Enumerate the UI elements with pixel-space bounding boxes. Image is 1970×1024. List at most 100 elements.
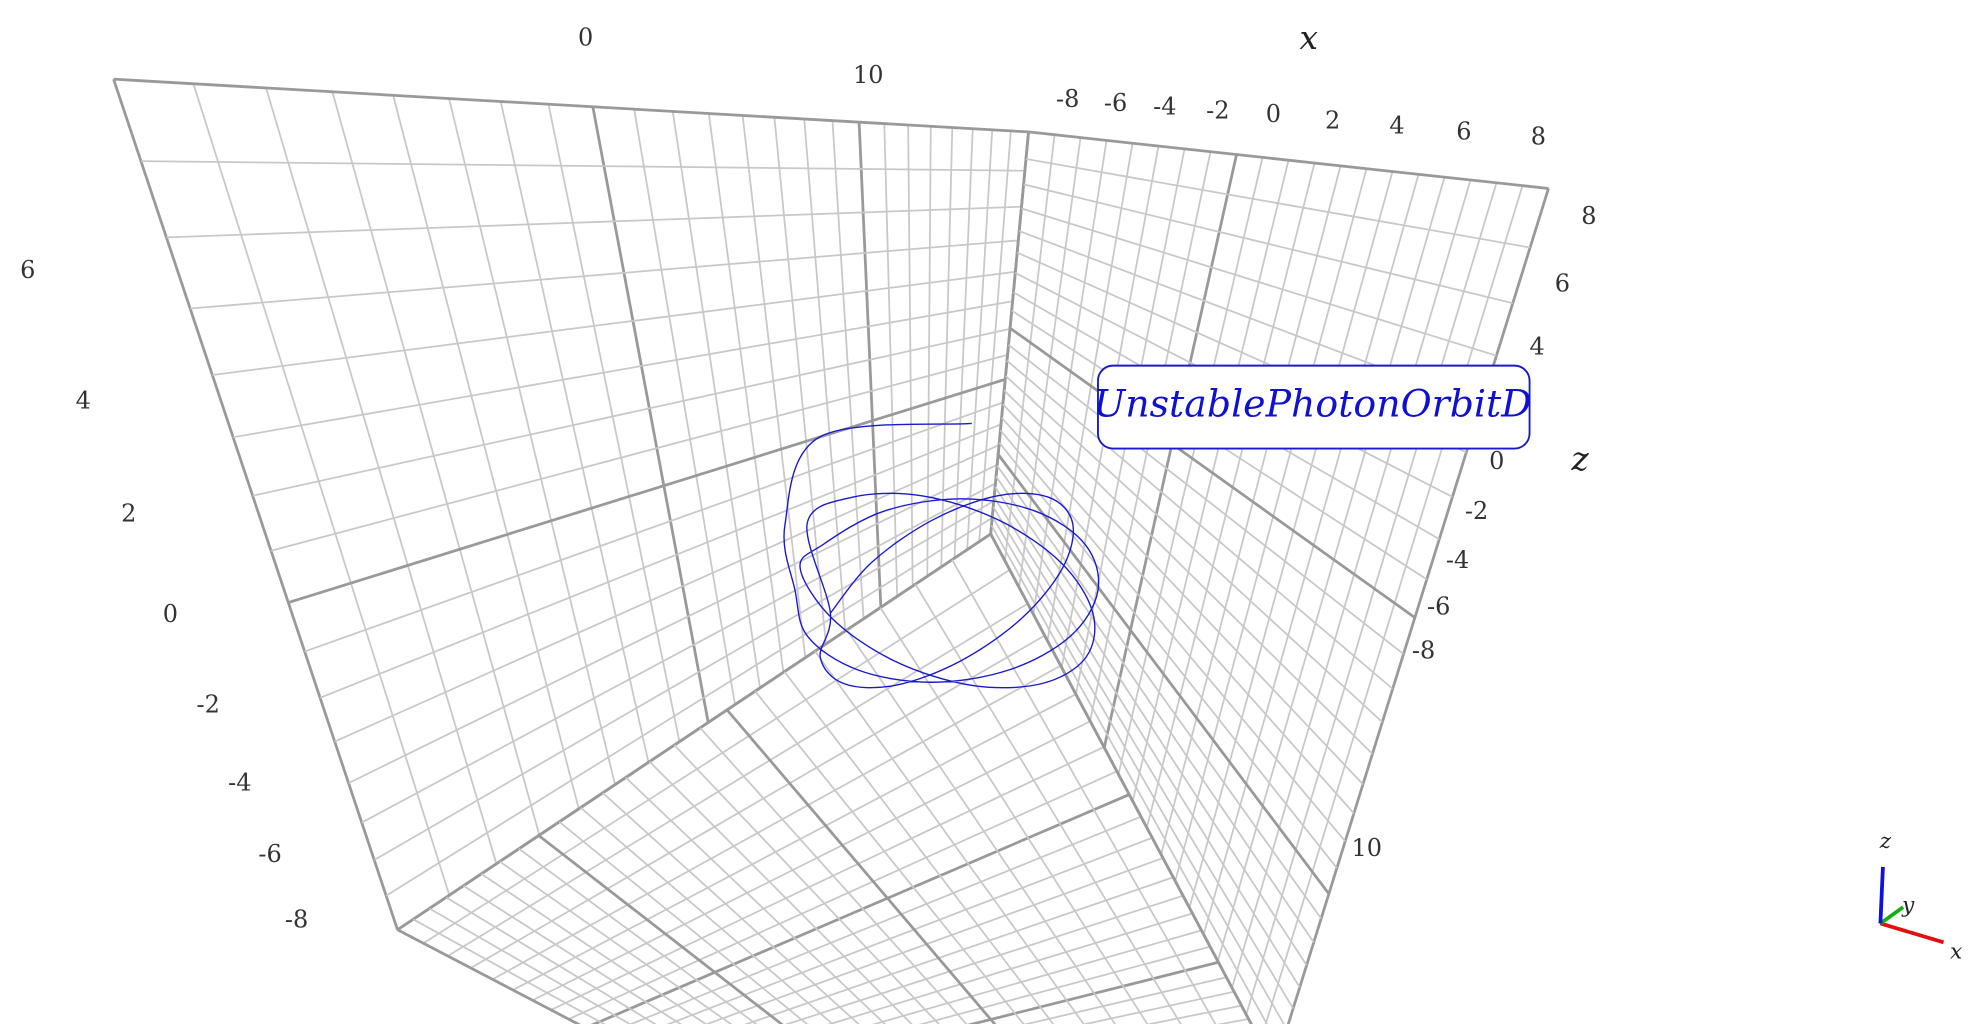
orient-z [1878,866,1885,924]
x-tick-label: 4 [1389,111,1404,139]
z-tick-label: -6 [1427,593,1450,621]
orientation-widget: x y z [1878,829,1962,964]
grid-line [1003,389,1374,755]
grid-line [990,524,1268,1024]
grid-line [537,834,784,1024]
y-tick-label: 10 [1352,834,1382,862]
grid-line [991,515,1285,1024]
grid-line [499,101,650,763]
grid-line [744,876,1174,1024]
grid-line [518,848,758,1024]
grid-line [532,720,1091,1002]
orient-y [1879,905,1905,926]
grid-line [447,602,1029,957]
grid-line [462,885,683,1024]
grid-line [1117,157,1264,775]
curve-layer [783,422,1100,689]
grid-line [304,401,1004,653]
grid-line [550,746,1105,1011]
grid-line [319,423,1002,699]
grid-line [480,873,708,1024]
grid-line [857,122,883,608]
grid-line [1032,140,1108,615]
grid-line [580,806,834,1024]
grid-line [252,327,1011,497]
grid-line [1174,168,1368,882]
grid-line [512,693,1077,991]
y-tick-label: 10 [853,61,883,89]
legend-box [1097,364,1531,450]
x-tick-label: 0 [1266,100,1281,128]
grid-line [1145,162,1316,828]
z-tick-label: -2 [197,691,220,719]
x-tick-label: -8 [1056,85,1079,113]
grid-line [1131,159,1290,802]
grid-line [1023,183,1513,305]
grid [112,77,1550,1024]
grid-line [270,354,1008,552]
x-tick-label: -2 [1206,96,1229,124]
grid-line [994,486,1308,966]
grid-line [953,128,974,559]
z-tick-label: 0 [1489,447,1504,475]
grid-line [628,815,1142,1024]
grid-line [883,123,899,597]
z-tick-label: -4 [1446,546,1469,574]
grid-line [1081,990,1235,1024]
grid-line [699,727,968,1024]
x-tick-label: 2 [1325,106,1340,134]
grid-line [914,583,1182,1024]
grid-line [1202,174,1420,935]
grid-line [422,569,1011,945]
grid-line [1003,134,1056,561]
z-tick-label: 2 [121,500,136,528]
orient-x-label: x [1950,939,1962,964]
grid-line [1264,185,1524,1024]
grid-line [1023,976,1227,1024]
grid-line [590,793,1130,1024]
z-tick-label: 8 [1581,202,1596,230]
grid-line [568,770,1118,1020]
z-tick-label: -6 [258,840,281,868]
grid-line [814,650,1085,1024]
grid-line [951,559,1217,1024]
z-tick-label: -8 [1412,637,1435,665]
grid-line [918,945,1211,1024]
grid-line [1000,417,1355,814]
grid-line [996,465,1322,920]
y-tick-label: 0 [578,23,593,51]
grid-line [1046,143,1134,641]
grid-line [265,87,498,865]
grid-line [331,91,541,836]
x-tick-label: -6 [1104,89,1127,117]
grid-line [1245,182,1498,1015]
orient-z-label: z [1879,829,1892,854]
grid-line [112,78,399,931]
grid-line [558,821,809,1024]
grid-line [1028,130,1549,190]
grid-line [385,517,993,897]
grid-line [492,664,1062,981]
z-axis-label: z [1570,440,1589,478]
grid-line [648,761,913,1024]
grid-line [993,496,1301,988]
x-tick-label: 6 [1456,118,1471,146]
grid-line [625,776,887,1024]
grid-line [1216,176,1446,962]
z-tick-label: -2 [1465,497,1488,525]
grid-line [926,126,932,577]
grid-line [827,912,1193,1024]
grid-line [232,300,1013,439]
grid-line [989,533,1253,1024]
z-tick-label: 6 [20,256,35,284]
grid-line [1025,158,1531,249]
grid-line [1007,344,1405,655]
grid-line [428,907,632,1024]
grid-line [445,896,657,1024]
grid-line [726,708,997,1024]
grid-line [190,239,1019,310]
grid-line [334,444,1000,743]
orient-x [1879,921,1945,945]
grid-line [470,634,1046,969]
